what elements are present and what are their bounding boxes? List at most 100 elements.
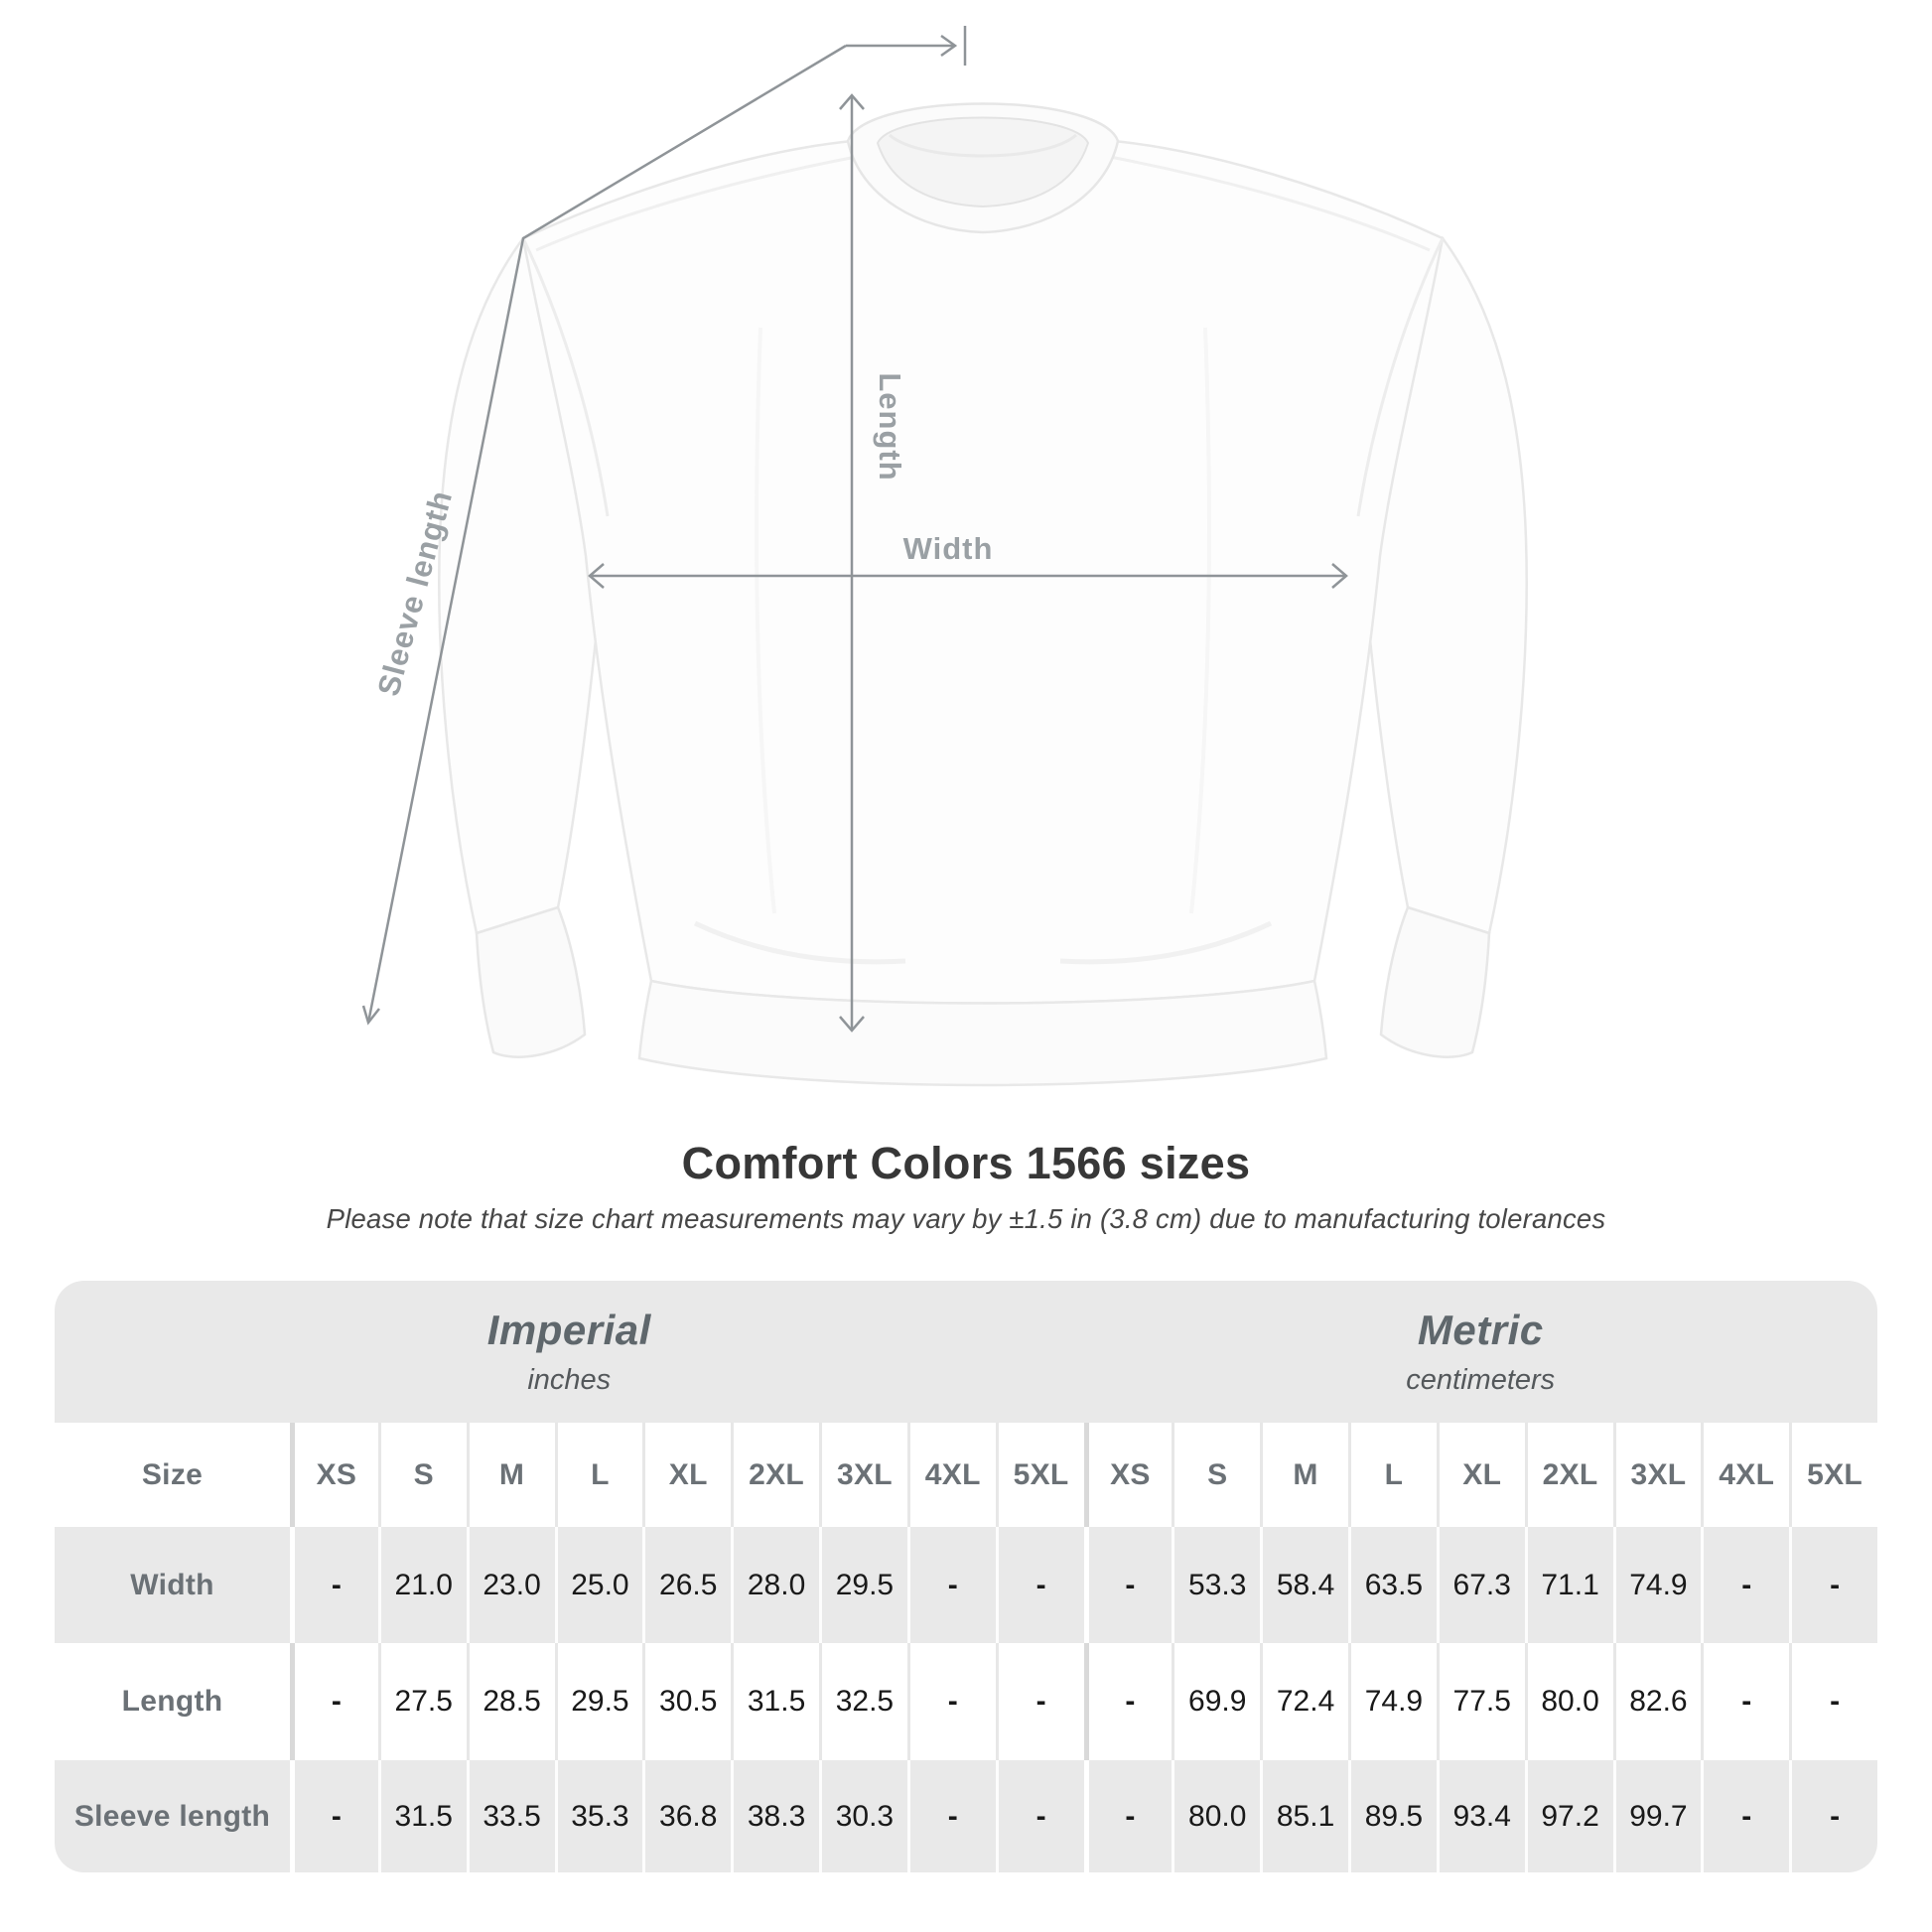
body [521, 129, 1445, 1005]
value-cell: 30.5 [642, 1643, 732, 1760]
tolerance-note: Please note that size chart measurements… [326, 1203, 1606, 1234]
unit-band-row: Imperial inches Metric centimeters [55, 1281, 1877, 1423]
value-cell: 63.5 [1348, 1527, 1437, 1643]
value-cell: - [1789, 1527, 1877, 1643]
value-cell: 29.5 [554, 1643, 643, 1760]
value-cell: - [995, 1527, 1084, 1643]
size-header-row: Size XS S M L XL 2XL 3XL 4XL 5XL XS S M … [55, 1423, 1877, 1527]
value-cell: 29.5 [819, 1527, 907, 1643]
row-label: Sleeve length [55, 1760, 290, 1872]
value-cell: 82.6 [1612, 1643, 1702, 1760]
size-header-cell: S [1172, 1423, 1261, 1527]
hem-fold-left [693, 920, 906, 965]
value-cell: - [906, 1643, 996, 1760]
right-cuff [1379, 905, 1491, 1058]
table-row-width: Width - 21.0 23.0 25.0 26.5 28.0 29.5 - … [55, 1527, 1877, 1643]
right-shoulder-seam [1109, 155, 1431, 252]
width-label: Width [903, 531, 994, 566]
value-cell: 33.5 [466, 1760, 555, 1872]
value-cell: - [1083, 1527, 1173, 1643]
value-cell: 99.7 [1612, 1760, 1702, 1872]
value-cell: - [906, 1527, 996, 1643]
value-cell: - [1701, 1643, 1790, 1760]
value-cell: 80.0 [1172, 1760, 1261, 1872]
value-cell: 32.5 [819, 1643, 907, 1760]
value-cell: - [995, 1643, 1084, 1760]
size-chart-table: Imperial inches Metric centimeters Size … [55, 1281, 1877, 1872]
value-cell: 31.5 [377, 1760, 467, 1872]
table-row-length: Length - 27.5 28.5 29.5 30.5 31.5 32.5 -… [55, 1643, 1877, 1760]
size-header-cell: M [466, 1423, 555, 1527]
value-cell: - [1701, 1760, 1790, 1872]
drape-fold-right [1189, 327, 1211, 914]
value-cell: 74.9 [1612, 1527, 1702, 1643]
value-cell: - [1701, 1527, 1790, 1643]
value-cell: 80.0 [1524, 1643, 1613, 1760]
size-header-cell: 4XL [906, 1423, 996, 1527]
unit-group-imperial: Imperial inches [55, 1281, 1084, 1423]
row-label: Length [55, 1643, 290, 1760]
value-cell: 89.5 [1348, 1760, 1437, 1872]
value-cell: 69.9 [1172, 1643, 1261, 1760]
size-header-cell: XL [642, 1423, 732, 1527]
value-cell: 74.9 [1348, 1643, 1437, 1760]
sleeve-measure-line [366, 44, 847, 1024]
value-cell: 53.3 [1172, 1527, 1261, 1643]
value-cell: 38.3 [731, 1760, 819, 1872]
width-arrow-right [1331, 563, 1348, 589]
collar-shadow [889, 133, 1077, 158]
value-cell: 21.0 [377, 1527, 467, 1643]
metric-sublabel: centimeters [1406, 1364, 1556, 1396]
value-cell: 30.3 [819, 1760, 907, 1872]
page-title: Comfort Colors 1566 sizes [681, 1138, 1251, 1188]
sleeve-arrow-right [940, 34, 958, 58]
sleeve-arrow-down [361, 1005, 380, 1026]
width-arrow-left [588, 563, 605, 589]
hem-fold-right [1059, 920, 1273, 965]
metric-label: Metric [1417, 1307, 1544, 1353]
size-header-cell: L [1348, 1423, 1437, 1527]
value-cell: 28.0 [731, 1527, 819, 1643]
table-row-sleeve-length: Sleeve length - 31.5 33.5 35.3 36.8 38.3… [55, 1760, 1877, 1872]
size-header-cell: 2XL [1524, 1423, 1613, 1527]
value-cell: 35.3 [554, 1760, 643, 1872]
sweatshirt-diagram: Length Width Sleeve length [361, 26, 1528, 1087]
drape-fold-left [755, 327, 776, 914]
size-header-cell: 5XL [1789, 1423, 1877, 1527]
value-cell: 25.0 [554, 1527, 643, 1643]
size-header-cell: XS [1083, 1423, 1173, 1527]
sweatshirt-illustration [438, 102, 1528, 1087]
left-cuff [475, 905, 587, 1058]
left-armhole-seam [521, 237, 610, 517]
size-header-cell: M [1260, 1423, 1348, 1527]
value-cell: - [1789, 1643, 1877, 1760]
value-cell: 67.3 [1436, 1527, 1525, 1643]
length-arrow-up [839, 93, 865, 110]
value-cell: 23.0 [466, 1527, 555, 1643]
product-measurement-figure: Length Width Sleeve length [361, 26, 1528, 1087]
unit-group-metric: Metric centimeters [1083, 1281, 1877, 1423]
size-header-cell: 3XL [1612, 1423, 1702, 1527]
size-header-cell: S [377, 1423, 467, 1527]
measurement-annotations [361, 26, 1348, 1033]
value-cell: - [290, 1643, 378, 1760]
size-header-cell: L [554, 1423, 643, 1527]
value-cell: - [1083, 1643, 1173, 1760]
value-cell: - [1083, 1760, 1173, 1872]
left-shoulder-seam [535, 155, 857, 252]
value-cell: 27.5 [377, 1643, 467, 1760]
value-cell: 26.5 [642, 1527, 732, 1643]
length-arrow-down [839, 1016, 865, 1033]
size-header-cell: XL [1436, 1423, 1525, 1527]
size-header-cell: 5XL [995, 1423, 1084, 1527]
value-cell: - [1789, 1760, 1877, 1872]
value-cell: 71.1 [1524, 1527, 1613, 1643]
value-cell: 93.4 [1436, 1760, 1525, 1872]
value-cell: 28.5 [466, 1643, 555, 1760]
length-label: Length [873, 372, 907, 481]
value-cell: - [290, 1760, 378, 1872]
value-cell: - [906, 1760, 996, 1872]
value-cell: 58.4 [1260, 1527, 1348, 1643]
imperial-sublabel: inches [527, 1364, 612, 1396]
value-cell: 36.8 [642, 1760, 732, 1872]
